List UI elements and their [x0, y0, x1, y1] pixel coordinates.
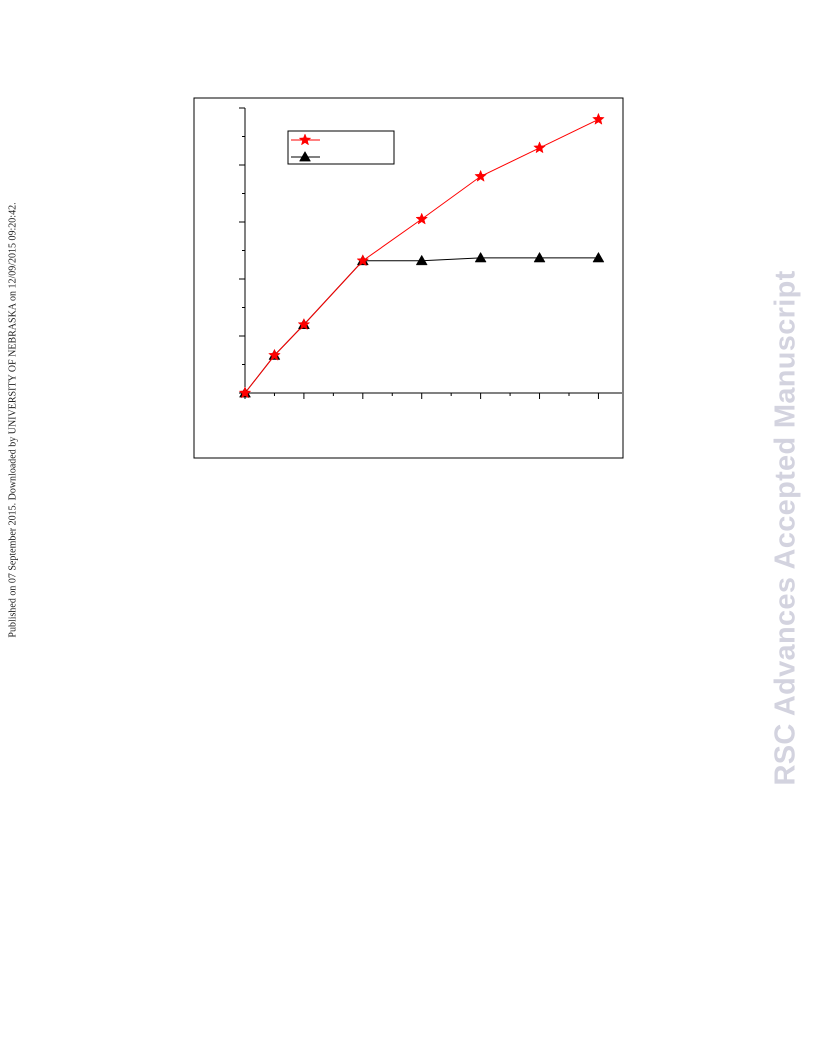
star-data-point: [415, 212, 429, 225]
triangle-data-point: [592, 251, 605, 263]
star-data-point: [533, 141, 546, 154]
triangle-data-point: [474, 251, 487, 263]
legend-marker: [298, 133, 312, 146]
series-markers: [238, 112, 605, 399]
star-data-point: [474, 169, 487, 182]
axis-ticks: [239, 107, 599, 399]
series-lines: [244, 118, 599, 394]
star-data-point: [268, 348, 281, 361]
legend: [287, 130, 395, 165]
star-data-point: [238, 386, 252, 399]
triangle-data-point: [533, 251, 546, 263]
star-data-point: [356, 254, 370, 267]
series-line: [244, 118, 599, 394]
star-data-point: [592, 112, 605, 125]
triangle-data-point: [415, 254, 428, 266]
legend-marker: [299, 150, 311, 162]
star-data-point: [297, 317, 311, 331]
chart-frame: [193, 97, 624, 459]
